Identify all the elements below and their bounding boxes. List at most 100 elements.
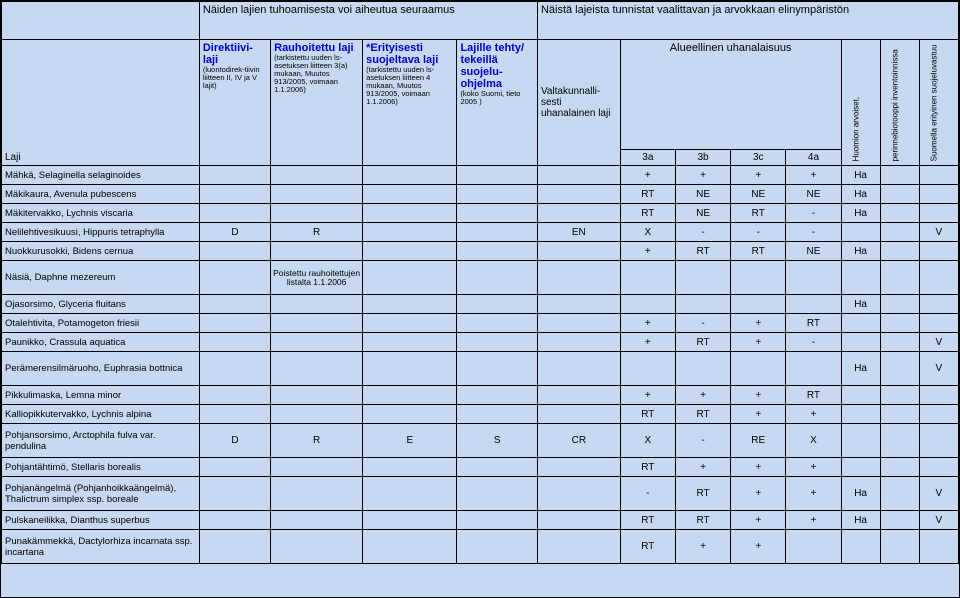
cell <box>457 352 538 386</box>
cell <box>363 242 457 261</box>
cell <box>731 295 786 314</box>
cell: + <box>620 314 675 333</box>
species-name: Nuokkurusokki, Bidens cernua <box>2 242 200 261</box>
cell <box>271 405 363 424</box>
table-row: Mähkä, Selaginella selaginoides++++Ha <box>2 166 959 185</box>
cell: RT <box>620 530 675 564</box>
table-row: Pohjanängelmä (Pohjanhoikkaängelmä), Tha… <box>2 477 959 511</box>
cell <box>271 185 363 204</box>
cell <box>537 295 620 314</box>
cell <box>457 223 538 242</box>
species-table: Näiden lajien tuhoamisesta voi aiheutua … <box>1 1 959 564</box>
cell <box>880 386 919 405</box>
cell: + <box>620 386 675 405</box>
cell <box>537 477 620 511</box>
cell <box>457 511 538 530</box>
cell <box>880 185 919 204</box>
cell: + <box>620 333 675 352</box>
cell <box>363 185 457 204</box>
cell <box>199 166 270 185</box>
cell <box>363 352 457 386</box>
cell <box>363 511 457 530</box>
cell: V <box>919 511 958 530</box>
cell: D <box>199 223 270 242</box>
cell <box>537 242 620 261</box>
cell: + <box>786 511 841 530</box>
col-valtak: Valtakunnalli-sesti uhanalainen laji <box>537 40 620 166</box>
cell <box>537 314 620 333</box>
cell: + <box>731 333 786 352</box>
cell: RT <box>731 242 786 261</box>
cell: + <box>620 166 675 185</box>
cell <box>841 530 880 564</box>
cell <box>620 295 675 314</box>
cell <box>199 314 270 333</box>
cell <box>271 166 363 185</box>
species-name: Näsiä, Daphne mezereum <box>2 261 200 295</box>
cell <box>880 405 919 424</box>
cell <box>363 295 457 314</box>
cell <box>271 333 363 352</box>
cell: NE <box>675 185 730 204</box>
cell <box>919 424 958 458</box>
cell <box>457 295 538 314</box>
cell <box>363 314 457 333</box>
species-name: Mäkikaura, Avenula pubescens <box>2 185 200 204</box>
species-name: Mähkä, Selaginella selaginoides <box>2 166 200 185</box>
species-name: Pohjansorsimo, Arctophila fulva var. pen… <box>2 424 200 458</box>
cell: NE <box>786 242 841 261</box>
table-row: Kalliopikkutervakko, Lychnis alpinaRTRT+… <box>2 405 959 424</box>
species-name: Punakämmekkä, Dactylorhiza incarnata ssp… <box>2 530 200 564</box>
table-row: Otalehtivita, Potamogeton friesii+-+RT <box>2 314 959 333</box>
cell <box>731 352 786 386</box>
cell: EN <box>537 223 620 242</box>
cell <box>880 295 919 314</box>
cell <box>841 424 880 458</box>
cell <box>199 386 270 405</box>
cell: V <box>919 352 958 386</box>
column-header-row: Laji Direktiivi-laji (luontodirek-tiivin… <box>2 40 959 150</box>
cell: Ha <box>841 352 880 386</box>
species-name: Pikkulimaska, Lemna minor <box>2 386 200 405</box>
cell <box>919 204 958 223</box>
cell: V <box>919 333 958 352</box>
cell: Ha <box>841 295 880 314</box>
lajille-bold: Lajille tehty/ tekeillä suojelu-ohjelma <box>460 42 524 90</box>
cell <box>537 386 620 405</box>
cell: + <box>786 477 841 511</box>
cell: + <box>731 405 786 424</box>
cell <box>199 295 270 314</box>
cell <box>537 333 620 352</box>
cell: S <box>457 424 538 458</box>
perinne-text: perinnebiotooppi inventoinnissa <box>891 41 899 161</box>
cell <box>457 314 538 333</box>
cell: RT <box>620 405 675 424</box>
cell: + <box>731 511 786 530</box>
blank-top-left <box>2 2 200 40</box>
cell <box>271 352 363 386</box>
table-row: Pulskaneilikka, Dianthus superbusRTRT++H… <box>2 511 959 530</box>
cell <box>880 314 919 333</box>
cell <box>880 204 919 223</box>
species-name: Pohjantähtimö, Stellaris borealis <box>2 458 200 477</box>
cell <box>457 166 538 185</box>
cell: + <box>731 477 786 511</box>
cell <box>271 204 363 223</box>
col-perinne: perinnebiotooppi inventoinnissa <box>880 40 919 166</box>
cell <box>919 314 958 333</box>
species-name: Otalehtivita, Potamogeton friesii <box>2 314 200 333</box>
direktiivi-bold: Direktiivi-laji <box>203 42 253 66</box>
cell <box>363 458 457 477</box>
cell: - <box>675 314 730 333</box>
cell <box>620 352 675 386</box>
cell: + <box>731 530 786 564</box>
cell <box>841 333 880 352</box>
cell <box>537 166 620 185</box>
cell: D <box>199 424 270 458</box>
cell <box>199 204 270 223</box>
cell <box>457 204 538 223</box>
cell: Ha <box>841 242 880 261</box>
cell <box>880 477 919 511</box>
table-row: Pikkulimaska, Lemna minor+++RT <box>2 386 959 405</box>
cell: RT <box>731 204 786 223</box>
